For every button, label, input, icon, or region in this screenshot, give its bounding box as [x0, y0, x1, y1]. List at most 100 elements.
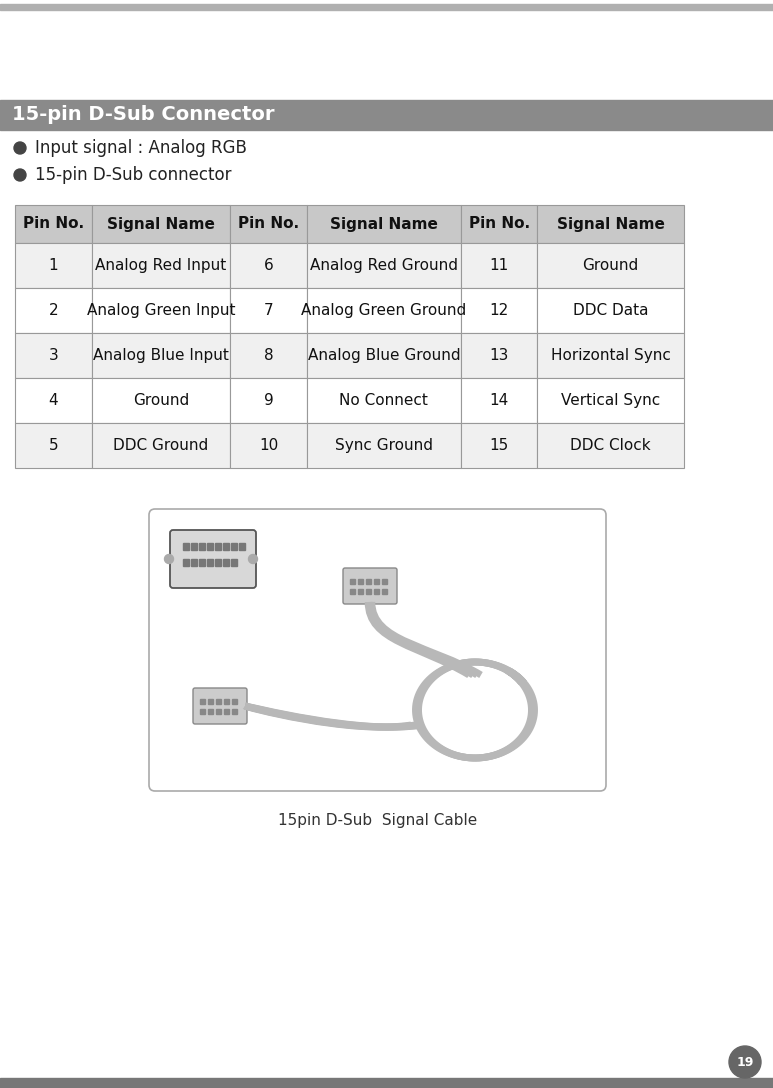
Bar — [307, 378, 461, 423]
Bar — [208, 698, 213, 704]
Text: 14: 14 — [489, 393, 509, 408]
Bar — [15, 333, 91, 378]
Text: 19: 19 — [737, 1055, 754, 1068]
Text: Pin No.: Pin No. — [468, 217, 530, 232]
Text: Pin No.: Pin No. — [238, 217, 299, 232]
Bar — [230, 288, 307, 333]
Bar — [374, 579, 379, 584]
Text: 4: 4 — [49, 393, 58, 408]
Text: 5: 5 — [49, 438, 58, 453]
Bar — [216, 709, 221, 714]
Bar — [382, 579, 387, 584]
Bar — [537, 288, 683, 333]
Text: Vertical Sync: Vertical Sync — [561, 393, 660, 408]
Bar — [307, 288, 461, 333]
Bar — [537, 423, 683, 468]
Bar — [183, 543, 189, 551]
Text: Analog Blue Ground: Analog Blue Ground — [308, 348, 460, 363]
Bar — [307, 205, 461, 243]
Text: DDC Ground: DDC Ground — [114, 438, 209, 453]
Bar — [15, 205, 91, 243]
Bar — [230, 333, 307, 378]
Bar — [231, 543, 237, 551]
Text: 3: 3 — [49, 348, 58, 363]
Text: Sync Ground: Sync Ground — [335, 438, 433, 453]
Text: Horizontal Sync: Horizontal Sync — [550, 348, 670, 363]
Bar — [239, 543, 245, 551]
Bar — [231, 559, 237, 566]
Bar — [223, 559, 229, 566]
Circle shape — [248, 555, 257, 564]
Text: Analog Green Ground: Analog Green Ground — [301, 302, 467, 318]
Text: Input signal : Analog RGB: Input signal : Analog RGB — [35, 139, 247, 157]
Text: Analog Green Input: Analog Green Input — [87, 302, 235, 318]
Text: 11: 11 — [489, 258, 509, 273]
FancyBboxPatch shape — [170, 530, 256, 588]
Bar — [461, 423, 537, 468]
Bar — [91, 243, 230, 288]
Bar — [207, 559, 213, 566]
Text: 15: 15 — [489, 438, 509, 453]
Bar — [191, 559, 197, 566]
Bar — [366, 579, 371, 584]
FancyBboxPatch shape — [343, 568, 397, 604]
Text: Analog Red Input: Analog Red Input — [95, 258, 226, 273]
Bar — [91, 288, 230, 333]
Bar — [461, 243, 537, 288]
Bar — [15, 288, 91, 333]
Bar — [0, 4, 773, 10]
Circle shape — [14, 169, 26, 181]
Text: 2: 2 — [49, 302, 58, 318]
Bar — [216, 698, 221, 704]
Bar — [307, 423, 461, 468]
Text: DDC Clock: DDC Clock — [570, 438, 651, 453]
Bar — [537, 243, 683, 288]
Text: 7: 7 — [264, 302, 274, 318]
Bar — [374, 589, 379, 594]
Bar — [183, 559, 189, 566]
Text: No Connect: No Connect — [339, 393, 428, 408]
Bar — [232, 698, 237, 704]
Bar — [382, 589, 387, 594]
Bar — [199, 559, 205, 566]
Text: 15pin D-Sub  Signal Cable: 15pin D-Sub Signal Cable — [278, 813, 477, 828]
Bar — [358, 589, 363, 594]
Bar — [461, 205, 537, 243]
Bar — [537, 205, 683, 243]
Bar — [91, 205, 230, 243]
Text: 15-pin D-Sub connector: 15-pin D-Sub connector — [35, 166, 231, 184]
Bar — [200, 709, 205, 714]
Bar — [191, 543, 197, 551]
Text: Signal Name: Signal Name — [330, 217, 438, 232]
Bar — [215, 559, 221, 566]
Bar — [366, 589, 371, 594]
Bar — [91, 423, 230, 468]
Bar — [15, 243, 91, 288]
Bar — [15, 378, 91, 423]
Bar — [350, 579, 355, 584]
Bar — [461, 378, 537, 423]
Bar — [232, 709, 237, 714]
Text: Analog Red Ground: Analog Red Ground — [310, 258, 458, 273]
Bar — [230, 378, 307, 423]
Bar — [207, 543, 213, 551]
Text: Ground: Ground — [133, 393, 189, 408]
Text: Pin No.: Pin No. — [22, 217, 83, 232]
Bar — [91, 333, 230, 378]
Text: Ground: Ground — [582, 258, 638, 273]
Text: 12: 12 — [489, 302, 509, 318]
Bar — [461, 333, 537, 378]
Bar — [0, 100, 773, 129]
FancyBboxPatch shape — [149, 509, 606, 791]
Bar — [350, 589, 355, 594]
Text: 10: 10 — [259, 438, 278, 453]
Bar — [307, 333, 461, 378]
Circle shape — [729, 1046, 761, 1078]
Circle shape — [165, 555, 173, 564]
Text: DDC Data: DDC Data — [573, 302, 649, 318]
Bar — [461, 288, 537, 333]
Bar — [537, 333, 683, 378]
Bar — [358, 579, 363, 584]
Text: 8: 8 — [264, 348, 274, 363]
Bar — [199, 543, 205, 551]
